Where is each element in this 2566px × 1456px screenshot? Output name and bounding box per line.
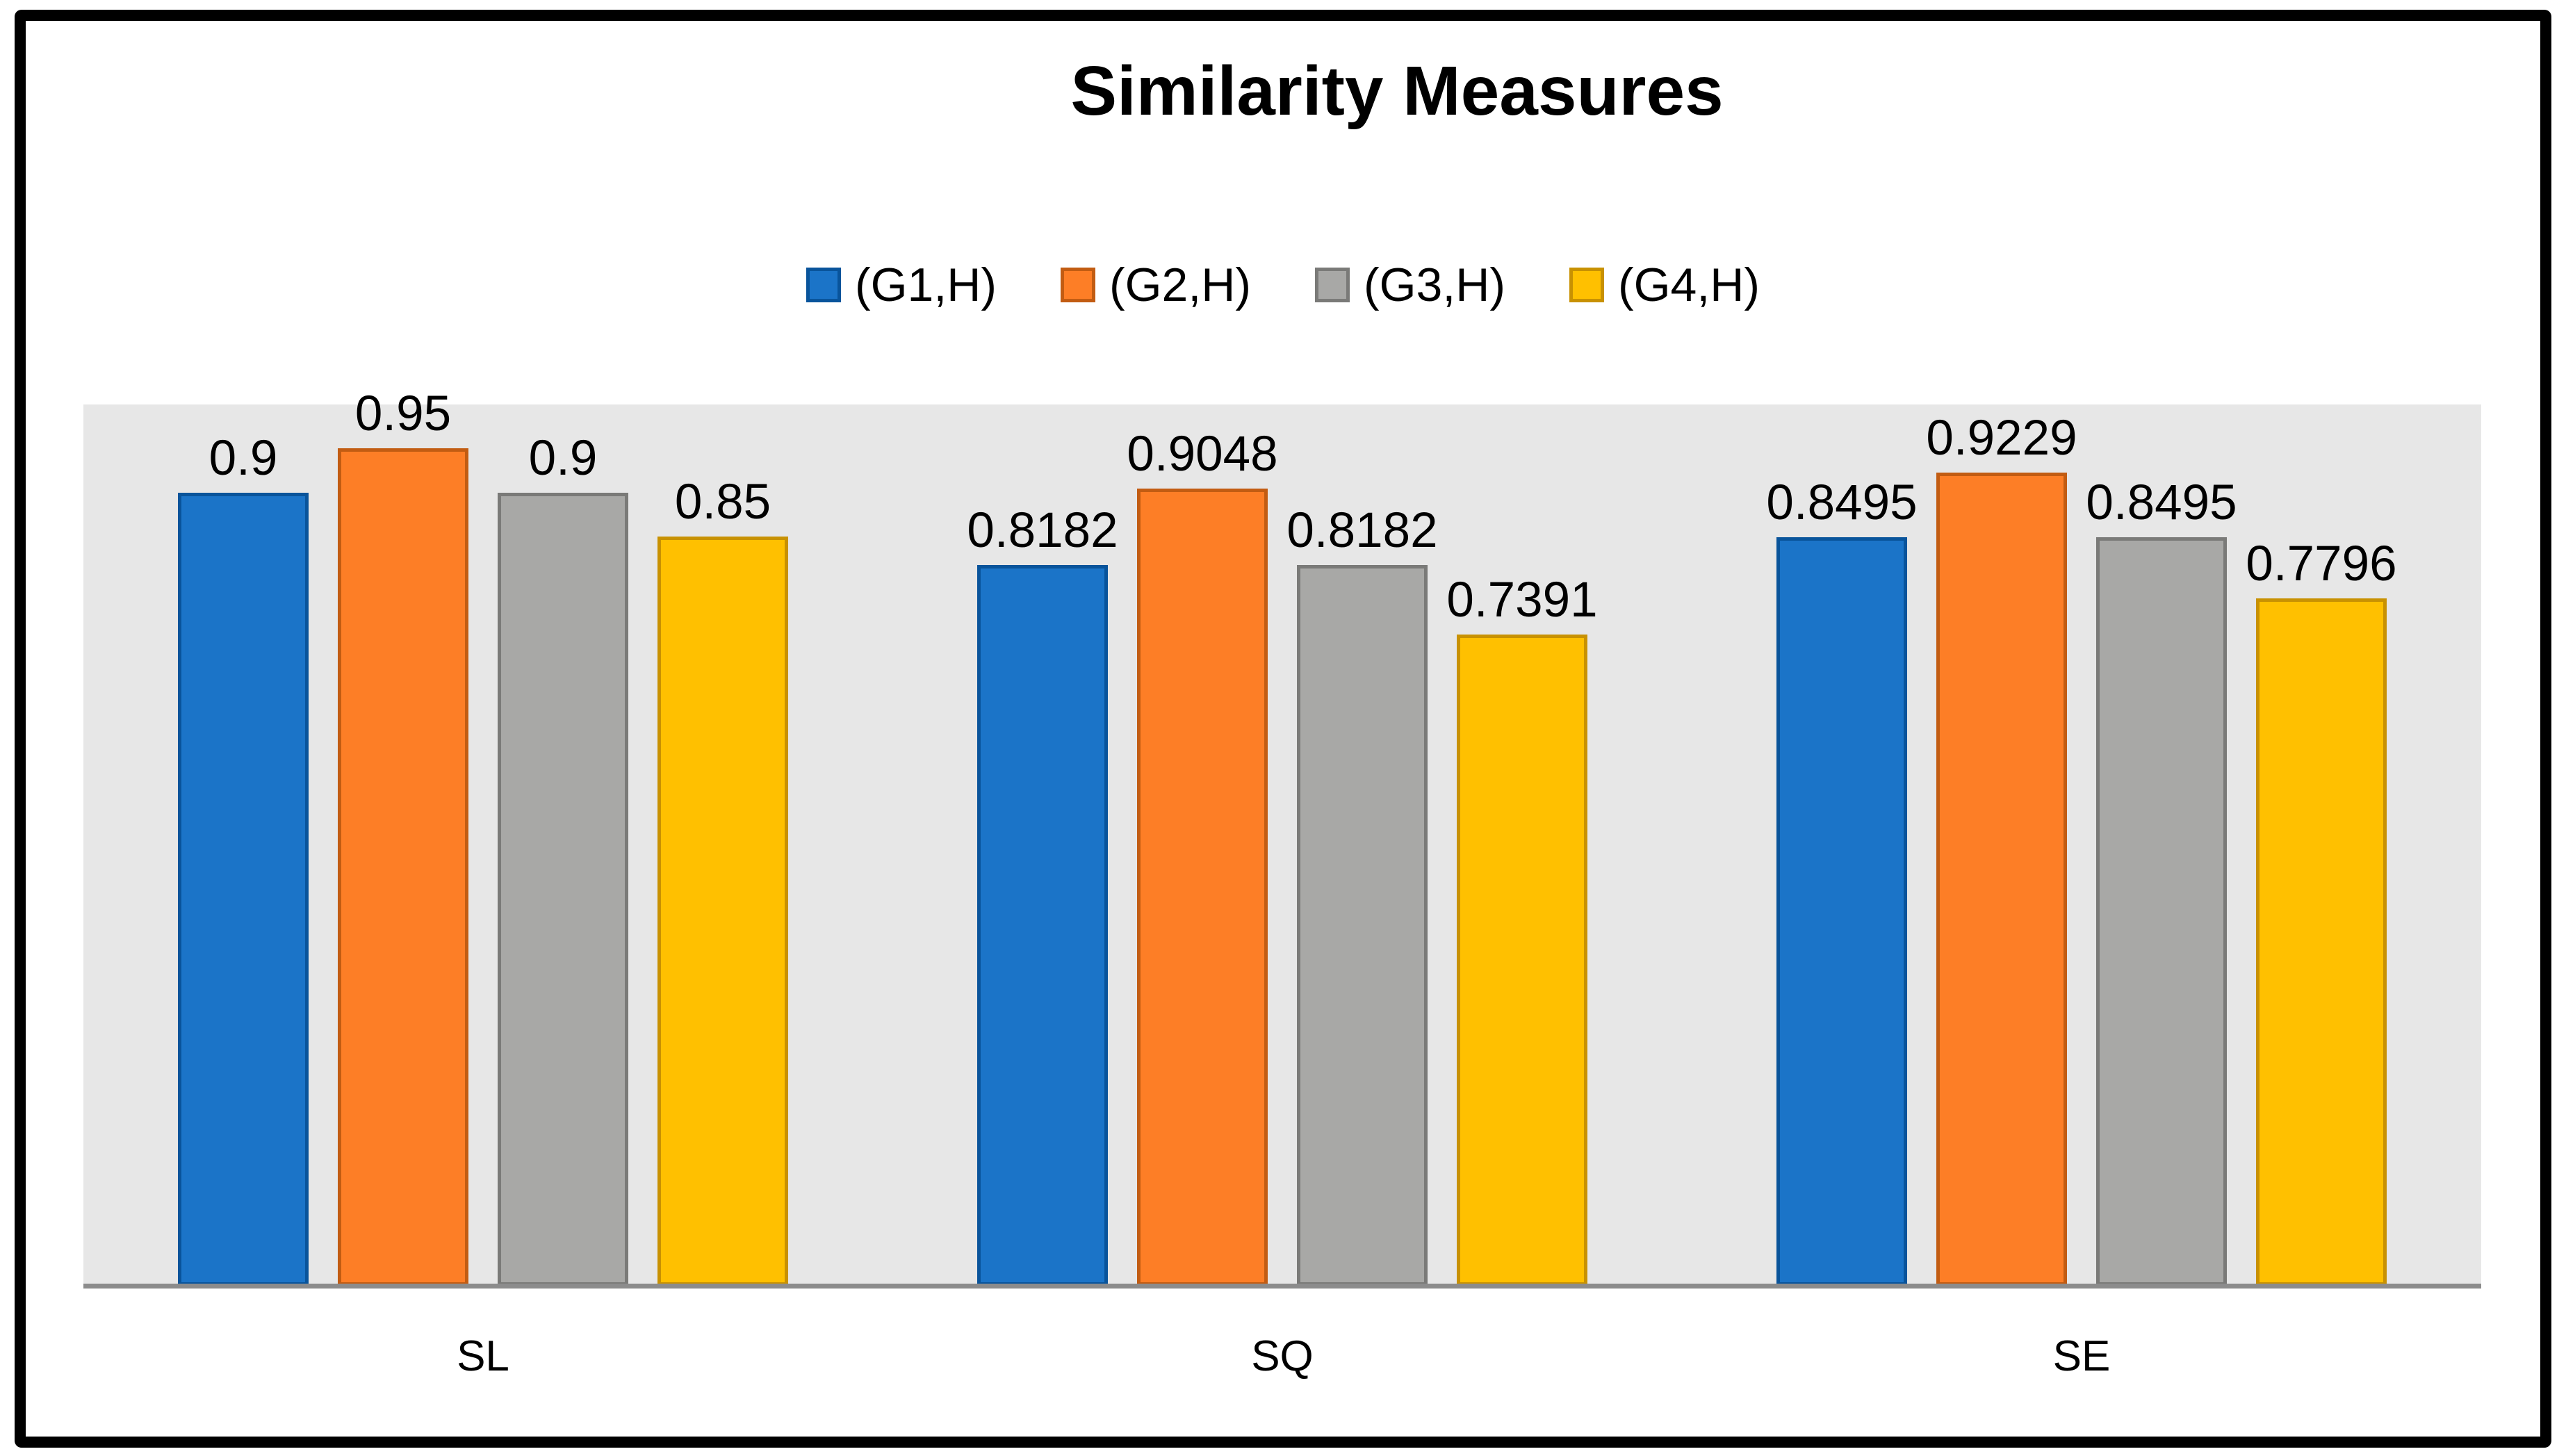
plot-area: 0.9 0.8182 0.8495 0.95 0.9048 0.9229 0.9 0.8182… <box>83 389 2481 1289</box>
bar-value-label: 0.9 <box>528 431 598 486</box>
legend-swatch-icon <box>1569 268 1604 302</box>
bar-value-label: 0.85 <box>674 475 771 530</box>
bar-value-label: 0.8495 <box>2086 475 2237 530</box>
bar-SE-(G1,H) <box>1776 537 1907 1286</box>
chart-title: Similarity Measures <box>1070 52 1724 130</box>
legend-item-label: (G4,H) <box>1618 259 1760 311</box>
chart-border <box>15 10 2551 1448</box>
legend: (G1,H) (G2,H) (G3,H) (G4,H) <box>0 261 2566 309</box>
x-axis-line <box>83 1284 2481 1289</box>
bar-SL-(G1,H) <box>178 493 309 1286</box>
bar-value-label: 0.7796 <box>2246 537 2397 591</box>
bar-SQ-(G4,H) <box>1457 635 1587 1286</box>
x-axis-label-SQ: SQ <box>1251 1332 1314 1380</box>
legend-swatch-icon <box>1061 268 1095 302</box>
legend-swatch-icon <box>1315 268 1350 302</box>
legend-item: (G3,H) <box>1315 261 1505 309</box>
bar-SE-(G3,H) <box>2096 537 2227 1286</box>
bar-SQ-(G2,H) <box>1137 489 1268 1286</box>
x-axis-label-SL: SL <box>457 1332 509 1380</box>
bar-value-label: 0.7391 <box>1446 573 1598 628</box>
x-axis-labels: SL SQ SE <box>83 1331 2481 1393</box>
bar-value-label: 0.8182 <box>1286 503 1438 558</box>
legend-item: (G1,H) <box>806 261 997 309</box>
bar-SQ-(G3,H) <box>1297 565 1428 1286</box>
bar-SE-(G2,H) <box>1936 473 2067 1286</box>
bar-value-label: 0.9048 <box>1127 427 1278 482</box>
bar-value-label: 0.9 <box>209 431 278 486</box>
bar-SL-(G2,H) <box>338 448 468 1286</box>
legend-swatch-icon <box>806 268 841 302</box>
legend-item-label: (G1,H) <box>855 259 997 311</box>
legend-item-label: (G2,H) <box>1109 259 1251 311</box>
x-axis-label-SE: SE <box>2052 1332 2111 1380</box>
bar-value-label: 0.8182 <box>967 503 1118 558</box>
legend-item: (G4,H) <box>1569 261 1760 309</box>
legend-item: (G2,H) <box>1061 261 1251 309</box>
bar-SE-(G4,H) <box>2256 598 2387 1286</box>
legend-item-label: (G3,H) <box>1364 259 1505 311</box>
bar-value-label: 0.8495 <box>1766 475 1918 530</box>
bar-value-label: 0.95 <box>354 386 452 441</box>
bar-value-label: 0.9229 <box>1926 411 2077 466</box>
bar-SL-(G4,H) <box>657 537 788 1286</box>
